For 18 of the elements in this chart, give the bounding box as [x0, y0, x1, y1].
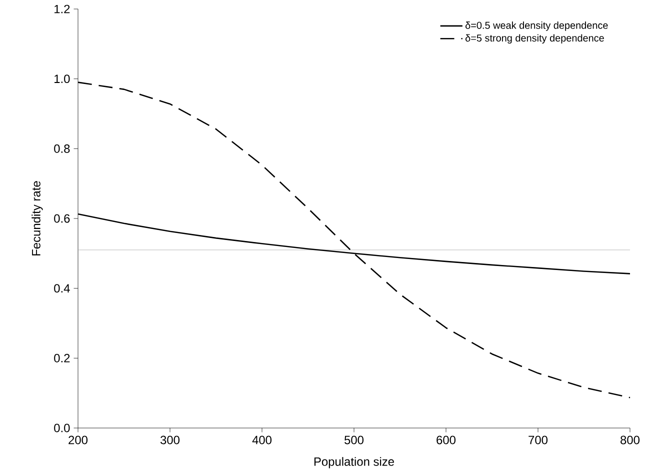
y-tick-label: 0.6 [54, 214, 70, 223]
x-tick-label: 800 [620, 436, 640, 444]
legend-label: δ=0.5 weak density dependence [465, 22, 608, 31]
x-axis-title: Population size [314, 457, 394, 468]
legend-label: δ=5 strong density dependence [465, 34, 604, 44]
y-tick-label: 0.0 [54, 424, 70, 432]
x-tick-label: 200 [68, 436, 88, 444]
y-tick-label: 0.4 [54, 284, 70, 293]
x-tick-label: 300 [160, 436, 180, 444]
x-tick-label: 600 [436, 436, 456, 444]
y-tick-label: 0.8 [54, 144, 70, 153]
y-tick-label: 1.0 [54, 74, 70, 84]
x-tick-label: 700 [528, 436, 548, 444]
y-tick-label: 0.2 [54, 354, 70, 362]
y-tick-label: 1.2 [54, 4, 70, 14]
y-axis-title: Fecundity rate [32, 181, 43, 256]
x-tick-label: 500 [344, 436, 364, 444]
x-tick-label: 400 [252, 436, 272, 444]
